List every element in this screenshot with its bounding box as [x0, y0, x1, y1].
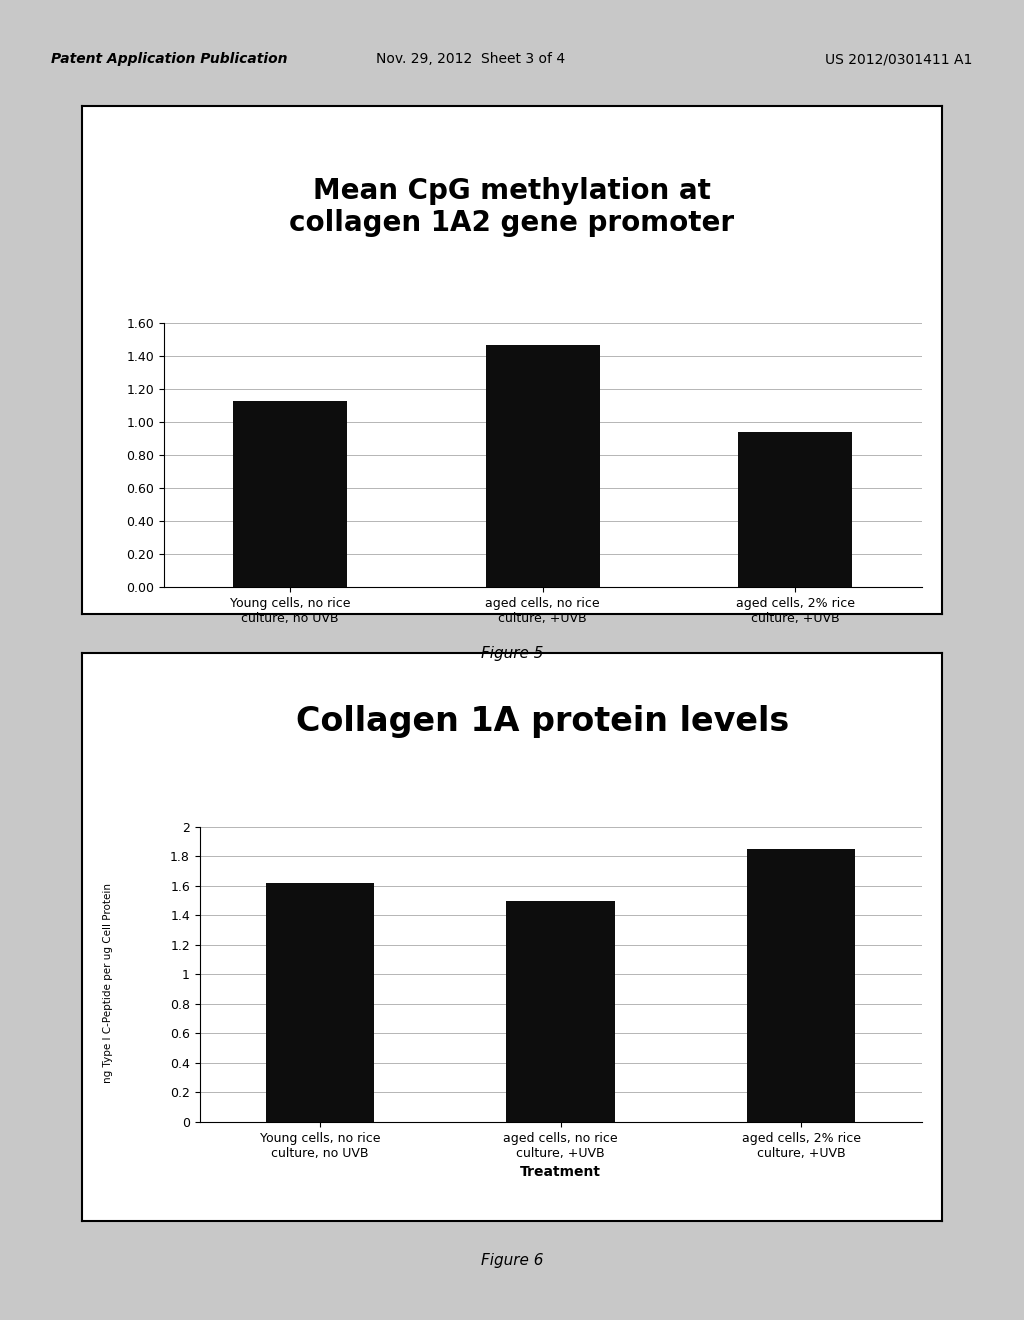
Text: Nov. 29, 2012  Sheet 3 of 4: Nov. 29, 2012 Sheet 3 of 4 — [377, 53, 565, 66]
Bar — [738, 432, 852, 587]
Text: ng Type I C-Peptide per ug Cell Protein: ng Type I C-Peptide per ug Cell Protein — [102, 883, 113, 1082]
Text: Collagen 1A protein levels: Collagen 1A protein levels — [296, 705, 790, 738]
Text: US 2012/0301411 A1: US 2012/0301411 A1 — [825, 53, 973, 66]
Bar — [233, 401, 347, 587]
Text: Mean CpG methylation at
collagen 1A2 gene promoter: Mean CpG methylation at collagen 1A2 gen… — [290, 177, 734, 238]
Bar — [485, 345, 600, 587]
Bar — [266, 883, 374, 1122]
X-axis label: Treatment: Treatment — [520, 1166, 601, 1179]
Text: Figure 5: Figure 5 — [480, 645, 544, 661]
Text: Patent Application Publication: Patent Application Publication — [51, 53, 288, 66]
Bar — [748, 849, 855, 1122]
Text: Figure 6: Figure 6 — [480, 1253, 544, 1269]
Bar — [507, 900, 614, 1122]
